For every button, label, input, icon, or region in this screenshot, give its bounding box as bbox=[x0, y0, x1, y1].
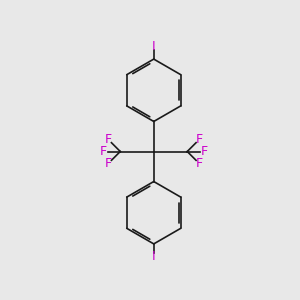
Text: F: F bbox=[201, 145, 208, 158]
Text: F: F bbox=[196, 133, 203, 146]
Text: F: F bbox=[196, 157, 203, 170]
Text: I: I bbox=[152, 40, 156, 53]
Text: F: F bbox=[104, 133, 112, 146]
Text: F: F bbox=[104, 157, 112, 170]
Text: F: F bbox=[99, 145, 106, 158]
Text: I: I bbox=[152, 250, 156, 263]
